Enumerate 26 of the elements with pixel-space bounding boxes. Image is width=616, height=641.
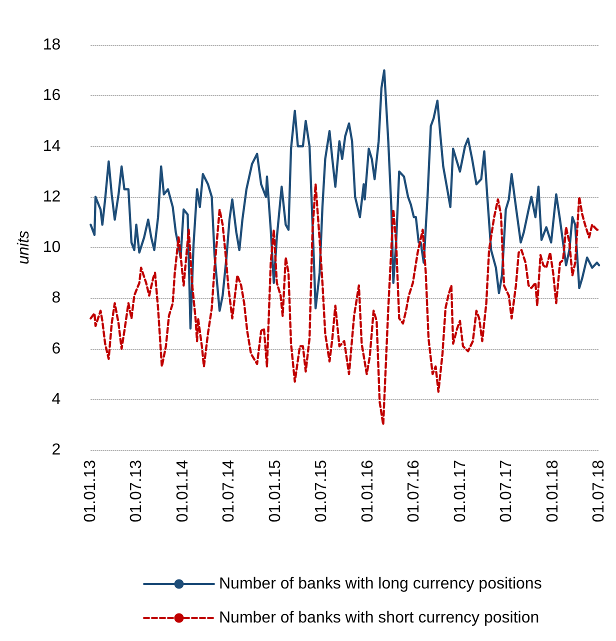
y-tick-label: 8 [52, 290, 61, 307]
legend-label: Number of banks with long currency positions [219, 576, 542, 592]
x-tick-label: 01.07.17 [498, 460, 516, 522]
y-tick-label: 12 [42, 188, 61, 206]
x-tick-label: 01.01.15 [267, 460, 284, 522]
x-tick-label: 01.01.17 [452, 460, 470, 522]
x-tick-label: 01.01.16 [360, 460, 377, 522]
y-tick-label: 10 [42, 239, 61, 256]
line-series [90, 69, 600, 330]
y-tick-label: 14 [42, 138, 61, 155]
x-tick-label: 01.01.14 [174, 460, 192, 522]
legend-label: Number of banks with short currency position [219, 610, 540, 626]
y-tick-label: 4 [52, 390, 61, 408]
x-tick-label: 01.01.13 [82, 460, 100, 522]
x-tick-label: 01.07.16 [406, 460, 423, 522]
y-tick-label: 18 [42, 36, 61, 54]
x-tick-label: 01.07.15 [312, 460, 330, 522]
y-axis-title: units [16, 230, 32, 264]
line-series [90, 183, 600, 426]
y-tick-label: 6 [52, 340, 61, 358]
y-tick-label: 16 [42, 87, 61, 104]
x-tick-label: 01.07.13 [128, 460, 146, 522]
y-tick-label: 2 [52, 442, 61, 458]
x-tick-label: 01.07.18 [590, 460, 608, 522]
x-tick-label: 01.07.14 [220, 460, 238, 522]
x-tick-label: 01.01.18 [544, 460, 562, 522]
